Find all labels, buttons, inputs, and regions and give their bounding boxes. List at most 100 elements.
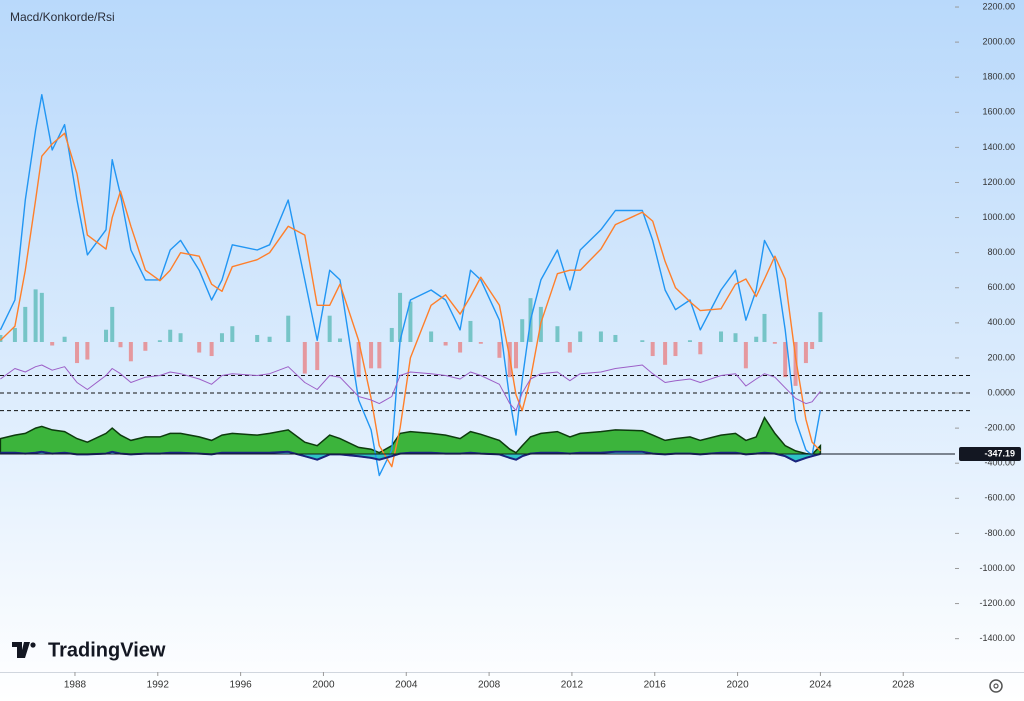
y-tick-label: 400.00 — [987, 317, 1015, 327]
histogram-bar — [197, 342, 202, 353]
histogram-bar — [810, 342, 815, 350]
histogram-bar — [698, 342, 703, 355]
histogram-bar — [219, 333, 224, 342]
histogram-bar — [50, 342, 55, 346]
histogram-bar — [398, 292, 403, 342]
x-tick-label: 2016 — [644, 680, 667, 691]
y-tick-label: -600.00 — [984, 493, 1015, 503]
histogram-bar — [640, 340, 645, 342]
histogram-bar — [377, 342, 382, 369]
histogram-bar — [458, 342, 463, 353]
x-tick-label: 2000 — [312, 680, 335, 691]
y-tick-label: -800.00 — [984, 528, 1015, 538]
x-tick-label: 1992 — [147, 680, 170, 691]
y-tick-label: 800.00 — [987, 247, 1015, 257]
y-tick-label: -1000.00 — [979, 563, 1015, 573]
histogram-bar — [762, 313, 767, 342]
histogram-bar — [578, 331, 583, 342]
y-tick-label: 1600.00 — [982, 107, 1015, 117]
histogram-bar — [613, 334, 618, 342]
histogram-bar — [39, 292, 44, 342]
histogram-bar — [302, 342, 307, 374]
histogram-bar — [663, 342, 668, 365]
y-tick-label: 1800.00 — [982, 72, 1015, 82]
series-line — [0, 364, 821, 412]
y-tick-label: 200.00 — [987, 352, 1015, 362]
histogram-bar — [803, 342, 808, 364]
histogram-bar — [255, 334, 260, 342]
histogram-bar — [110, 306, 115, 342]
gear[interactable] — [989, 679, 1003, 693]
histogram-bar — [286, 315, 291, 342]
histogram-bar — [143, 342, 148, 351]
histogram-bar — [0, 334, 3, 342]
histogram-bar — [157, 340, 162, 342]
y-tick-label: 1000.00 — [982, 212, 1015, 222]
logo-dot — [30, 642, 36, 648]
histogram-bar — [793, 342, 798, 386]
histogram-bar — [85, 342, 90, 360]
y-tick-label: -1400.00 — [979, 633, 1015, 643]
y-tick-label: 1400.00 — [982, 142, 1015, 152]
settings-icon[interactable] — [989, 679, 1003, 693]
histogram-bar — [62, 336, 67, 342]
histogram-bar — [230, 326, 235, 342]
histogram-bar — [650, 342, 655, 357]
histogram-bar — [408, 301, 413, 342]
histogram-bar — [118, 342, 123, 348]
histogram-bar — [818, 312, 823, 342]
histogram-bar — [267, 336, 272, 342]
y-tick-label: 2200.00 — [982, 1, 1015, 11]
histogram-bar — [783, 342, 788, 378]
histogram-bar — [497, 342, 502, 358]
x-tick-label: 2024 — [809, 680, 832, 691]
histogram-bar — [555, 326, 560, 342]
x-tick-label: 2028 — [892, 680, 915, 691]
gear-hub[interactable] — [993, 683, 999, 689]
x-tick-label: 2008 — [478, 680, 501, 691]
x-tick-label: 2020 — [726, 680, 749, 691]
y-tick-label: 1200.00 — [982, 177, 1015, 187]
y-tick-label: 0.0000 — [987, 387, 1015, 397]
histogram-bar — [468, 320, 473, 342]
y-tick-label: -1200.00 — [979, 598, 1015, 608]
histogram-bar — [327, 315, 332, 342]
x-tick-label: 1988 — [64, 680, 87, 691]
series-line — [0, 132, 821, 468]
histogram-bar — [33, 289, 38, 342]
histogram-bar — [754, 336, 759, 342]
histogram-bar — [168, 329, 173, 342]
histogram-bar — [733, 333, 738, 342]
histogram-bar — [338, 338, 343, 342]
histogram-bar — [12, 327, 17, 342]
histogram-bar — [389, 327, 394, 342]
histogram-bar — [104, 329, 109, 342]
histogram-bar — [23, 306, 28, 342]
histogram-bar — [514, 342, 519, 369]
logo: TradingView — [12, 639, 166, 661]
histogram-bar — [673, 342, 678, 357]
chart-title: Macd/Konkorde/Rsi — [10, 10, 115, 24]
histogram-bar — [687, 340, 692, 342]
histogram-bar — [369, 342, 374, 369]
x-tick-label: 1996 — [229, 680, 252, 691]
logo-text: TradingView — [48, 639, 166, 661]
y-tick-label: 600.00 — [987, 282, 1015, 292]
histogram-bar — [315, 342, 320, 371]
x-tick-label: 2012 — [561, 680, 584, 691]
histogram-bar — [178, 333, 183, 342]
logo-mark — [12, 642, 30, 658]
last-value-badge — [959, 446, 1021, 461]
histogram-bar — [128, 342, 133, 362]
last-value-label: -347.19 — [984, 448, 1015, 458]
histogram-bar — [209, 342, 214, 357]
histogram-bar — [443, 342, 448, 346]
histogram-bar — [75, 342, 80, 364]
y-tick-label: 2000.00 — [982, 36, 1015, 46]
x-tick-label: 2004 — [395, 680, 418, 691]
plot-area — [0, 94, 970, 477]
histogram-bar — [520, 319, 525, 342]
histogram-bar — [719, 331, 724, 342]
histogram-bar — [567, 342, 572, 353]
